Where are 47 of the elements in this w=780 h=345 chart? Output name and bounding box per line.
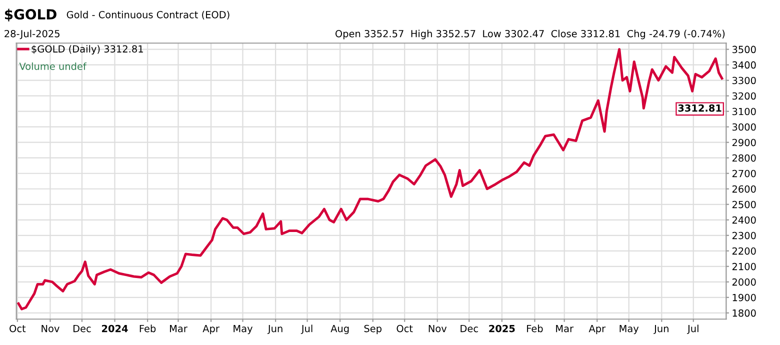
- y-tick-label: 2600: [732, 185, 756, 193]
- x-tick-label: Feb: [140, 324, 156, 332]
- x-tick-label: Sep: [364, 324, 382, 334]
- y-tick-label: 3100: [732, 108, 756, 116]
- y-tick-label: 2000: [732, 278, 756, 286]
- y-tick-label: 2800: [732, 154, 756, 162]
- x-tick-label: Mar: [170, 324, 188, 332]
- x-tick-label: Jun: [654, 324, 668, 334]
- chart-subtitle: Gold - Continuous Contract (EOD): [66, 10, 230, 20]
- annotation: Volume undef: [19, 62, 87, 70]
- y-tick-label: 3500: [732, 46, 756, 54]
- chart-title: $GOLD: [4, 8, 56, 22]
- x-tick-label: May: [234, 324, 253, 334]
- x-tick-label: Jun: [267, 324, 282, 334]
- x-tick-label: Dec: [460, 324, 478, 332]
- x-tick-label: Jul: [687, 324, 698, 334]
- y-tick-label: 3200: [732, 92, 756, 100]
- text: 28-Jul-2025: [4, 30, 60, 40]
- x-tick-label: Apr: [202, 324, 220, 334]
- text: Open 3352.57 High 3352.57 Low 3302.47 Close 3312.81 Chg -24.79 (-0.74%): [335, 30, 725, 40]
- legend-label: $GOLD (Daily) 3312.81: [32, 45, 143, 54]
- x-tick-label: Oct: [10, 324, 26, 332]
- x-tick-label: Mar: [556, 324, 574, 332]
- x-tick-label: Aug: [330, 324, 349, 334]
- y-tick-label: 2400: [732, 216, 756, 224]
- x-tick-label: 2025: [489, 324, 515, 332]
- y-tick-label: 3000: [732, 123, 756, 131]
- x-tick-label: 2024: [102, 324, 128, 332]
- annotation: 3312.81: [678, 104, 722, 112]
- y-tick-label: 2700: [732, 170, 756, 178]
- x-tick-label: Nov: [42, 324, 60, 332]
- x-tick-label: Dec: [74, 324, 91, 332]
- y-tick-label: 2500: [732, 200, 756, 208]
- y-tick-label: 2300: [732, 232, 756, 240]
- y-tick-label: 1900: [732, 294, 756, 302]
- y-tick-label: 1800: [732, 309, 756, 317]
- x-tick-label: Jul: [300, 324, 312, 334]
- x-tick-label: May: [620, 324, 639, 334]
- y-tick-label: 3300: [732, 76, 756, 84]
- x-tick-label: Feb: [527, 324, 543, 332]
- y-tick-label: 2900: [732, 138, 756, 146]
- x-tick-label: Nov: [428, 324, 447, 332]
- y-tick-label: 3400: [732, 61, 756, 69]
- x-tick-label: Apr: [588, 324, 606, 334]
- y-tick-label: 2200: [732, 247, 756, 255]
- x-tick-label: Oct: [396, 324, 413, 332]
- y-tick-label: 2100: [732, 262, 756, 270]
